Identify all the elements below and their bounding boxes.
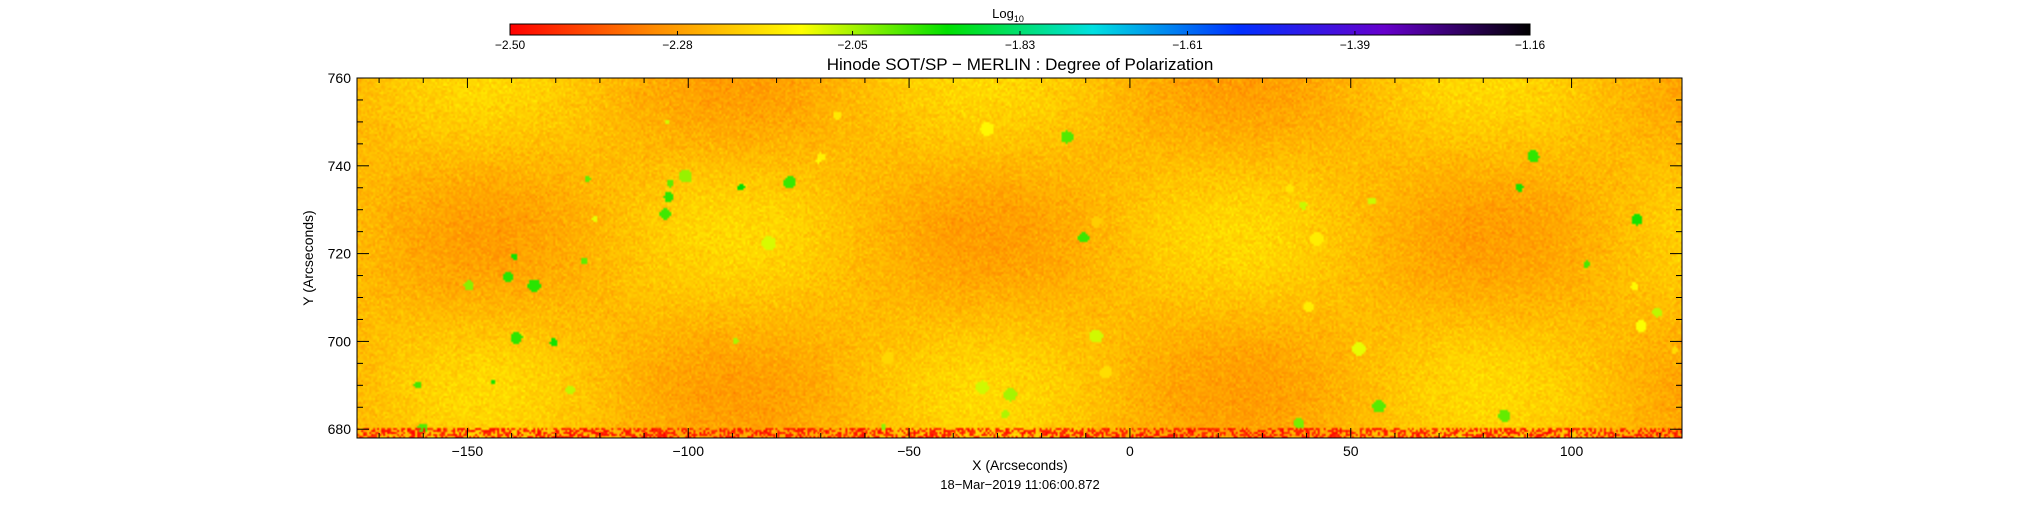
y-tick-label: 760 [328,70,352,86]
colorbar-tick-label: −2.28 [662,38,693,52]
timestamp: 18−Mar−2019 11:06:00.872 [940,477,1100,492]
colorbar-tick-label: −1.16 [1515,38,1546,52]
plot-frame [356,77,1683,439]
heatmap-area [356,77,1683,439]
x-tick-label: 0 [1126,443,1134,459]
y-tick-label: 720 [328,246,352,262]
x-axis: −150 −100 −50 0 50 100 [378,78,1661,459]
x-tick-label: −150 [452,443,484,459]
x-axis-label: X (Arcseconds) [972,457,1068,473]
colorbar-tick-label: −2.05 [837,38,868,52]
y-tick-label: 740 [328,158,352,174]
heatmap-image [357,78,1682,438]
x-tick-label: −50 [897,443,921,459]
y-axis: 680 700 720 740 760 [328,70,1682,437]
colorbar-ticks: −2.50 −2.28 −2.05 −1.83 −1.61 −1.39 −1.16 [495,31,1546,52]
y-axis-label: Y (Arcseconds) [300,210,316,305]
x-tick-label: 100 [1560,443,1584,459]
colorbar-tick-label: −2.50 [495,38,526,52]
colorbar-tick-label: −1.61 [1172,38,1203,52]
x-tick-label: −100 [672,443,704,459]
y-tick-label: 680 [328,421,352,437]
colorbar-title: Log10 [992,6,1024,24]
colorbar-tick-label: −1.39 [1340,38,1371,52]
chart-title: Hinode SOT/SP − MERLIN : Degree of Polar… [827,55,1214,74]
colorbar-tick-label: −1.83 [1005,38,1036,52]
colorbar: Log10 −2.50 −2.28 −2.05 −1.83 −1.61 −1.39 −1.1… [495,6,1546,52]
y-tick-label: 700 [328,333,352,349]
x-tick-label: 50 [1343,443,1359,459]
